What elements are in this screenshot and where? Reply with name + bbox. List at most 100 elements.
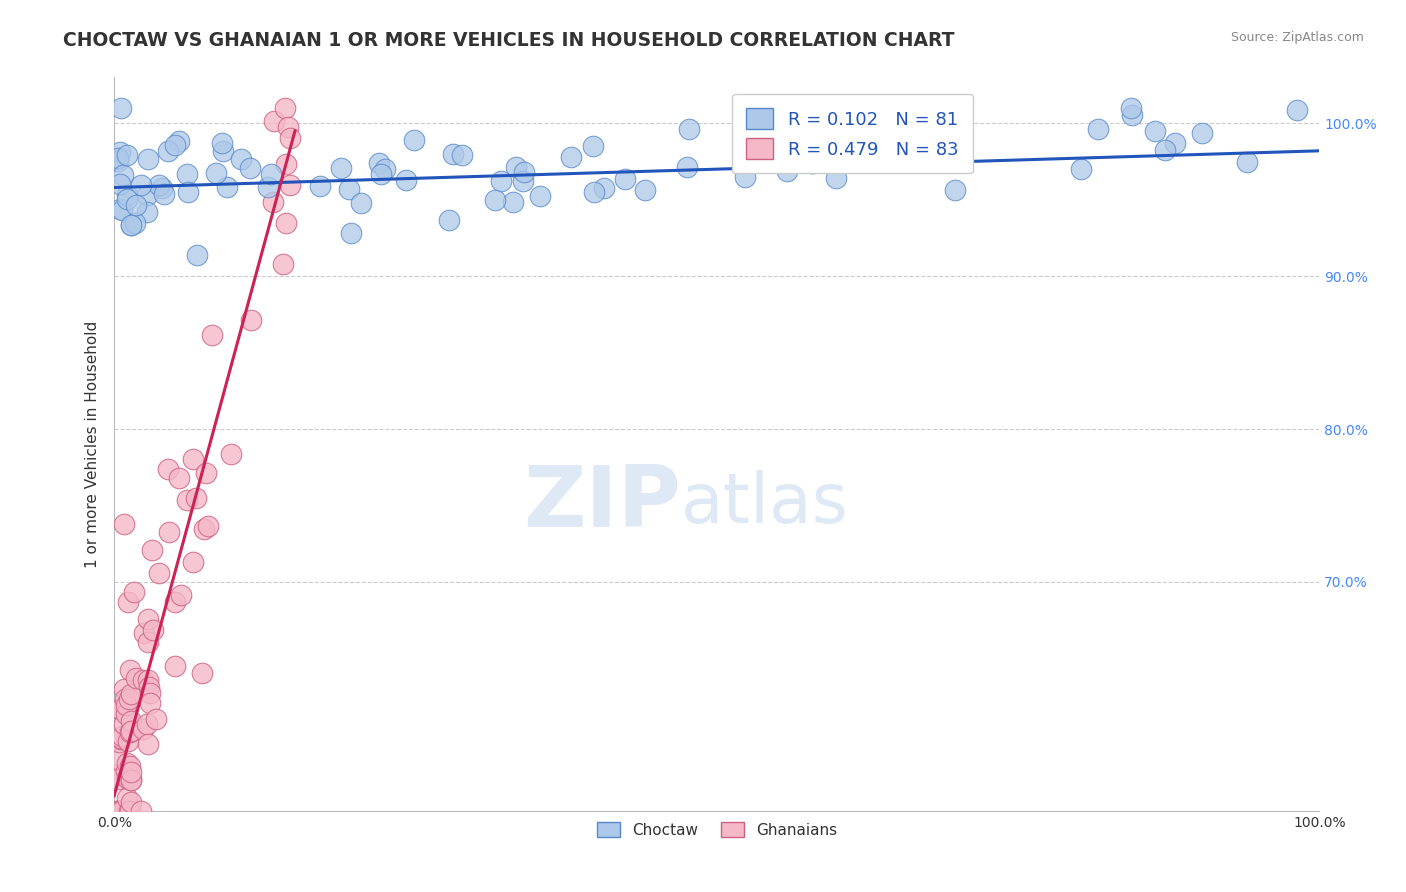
Point bbox=[120, 218, 142, 232]
Point bbox=[107, 752, 129, 766]
Point bbox=[120, 219, 142, 233]
Point bbox=[110, 804, 132, 818]
Point bbox=[115, 192, 138, 206]
Point bbox=[132, 722, 155, 736]
Point bbox=[115, 756, 138, 771]
Point bbox=[110, 701, 132, 715]
Point bbox=[157, 525, 180, 540]
Point bbox=[120, 765, 142, 780]
Point bbox=[114, 681, 136, 696]
Point bbox=[105, 804, 128, 818]
Point bbox=[943, 184, 966, 198]
Point bbox=[112, 516, 135, 531]
Point bbox=[115, 790, 138, 805]
Point bbox=[1070, 161, 1092, 176]
Point bbox=[309, 179, 332, 194]
Point bbox=[157, 144, 180, 158]
Point bbox=[741, 136, 763, 151]
Point bbox=[120, 772, 142, 787]
Point bbox=[484, 193, 506, 207]
Point bbox=[502, 194, 524, 209]
Point bbox=[136, 673, 159, 687]
Point bbox=[148, 178, 170, 193]
Point bbox=[278, 178, 301, 193]
Point bbox=[212, 144, 235, 158]
Point bbox=[138, 152, 160, 166]
Point bbox=[176, 167, 198, 181]
Point bbox=[136, 187, 159, 202]
Point bbox=[110, 731, 132, 746]
Point bbox=[148, 566, 170, 581]
Point bbox=[124, 216, 146, 230]
Point bbox=[120, 759, 142, 773]
Point bbox=[117, 734, 139, 748]
Point bbox=[110, 804, 132, 818]
Point bbox=[107, 804, 129, 818]
Point bbox=[678, 121, 700, 136]
Point bbox=[395, 173, 418, 187]
Point bbox=[1087, 122, 1109, 136]
Point bbox=[1154, 144, 1177, 158]
Point bbox=[263, 114, 285, 128]
Point bbox=[337, 182, 360, 196]
Point bbox=[132, 673, 155, 687]
Point bbox=[170, 588, 193, 602]
Point bbox=[262, 195, 284, 210]
Point bbox=[801, 156, 824, 170]
Point bbox=[139, 696, 162, 710]
Point bbox=[330, 161, 353, 175]
Point bbox=[367, 155, 389, 169]
Point bbox=[271, 257, 294, 271]
Point bbox=[240, 312, 263, 326]
Point bbox=[120, 723, 142, 738]
Point bbox=[177, 186, 200, 200]
Point bbox=[136, 737, 159, 751]
Text: Source: ZipAtlas.com: Source: ZipAtlas.com bbox=[1230, 31, 1364, 45]
Point bbox=[117, 188, 139, 202]
Point bbox=[114, 706, 136, 721]
Point bbox=[374, 162, 396, 177]
Point bbox=[186, 491, 208, 505]
Point bbox=[108, 177, 131, 191]
Point bbox=[138, 680, 160, 694]
Point bbox=[350, 195, 373, 210]
Point bbox=[108, 702, 131, 716]
Point bbox=[163, 595, 186, 609]
Point bbox=[190, 665, 212, 680]
Point bbox=[118, 804, 141, 818]
Point bbox=[1236, 154, 1258, 169]
Point bbox=[274, 157, 297, 171]
Point bbox=[277, 120, 299, 135]
Point bbox=[1143, 124, 1166, 138]
Point bbox=[150, 181, 173, 195]
Point bbox=[136, 612, 159, 626]
Point bbox=[120, 773, 142, 788]
Point bbox=[614, 172, 637, 186]
Point bbox=[512, 173, 534, 187]
Point bbox=[776, 164, 799, 178]
Point bbox=[239, 161, 262, 175]
Point bbox=[163, 658, 186, 673]
Point bbox=[205, 166, 228, 180]
Point bbox=[529, 188, 551, 202]
Point bbox=[136, 205, 159, 219]
Point bbox=[120, 714, 142, 728]
Point bbox=[105, 768, 128, 782]
Point bbox=[439, 213, 461, 227]
Point bbox=[1119, 101, 1142, 115]
Point bbox=[125, 198, 148, 212]
Point bbox=[120, 725, 142, 739]
Point bbox=[273, 101, 295, 115]
Text: atlas: atlas bbox=[681, 469, 849, 536]
Point bbox=[340, 226, 363, 240]
Point bbox=[110, 202, 132, 217]
Point bbox=[107, 772, 129, 787]
Point bbox=[800, 156, 823, 170]
Point bbox=[129, 804, 152, 818]
Point bbox=[110, 145, 132, 159]
Point bbox=[107, 151, 129, 165]
Point bbox=[135, 717, 157, 731]
Point bbox=[111, 168, 134, 182]
Point bbox=[120, 687, 142, 701]
Point bbox=[259, 167, 281, 181]
